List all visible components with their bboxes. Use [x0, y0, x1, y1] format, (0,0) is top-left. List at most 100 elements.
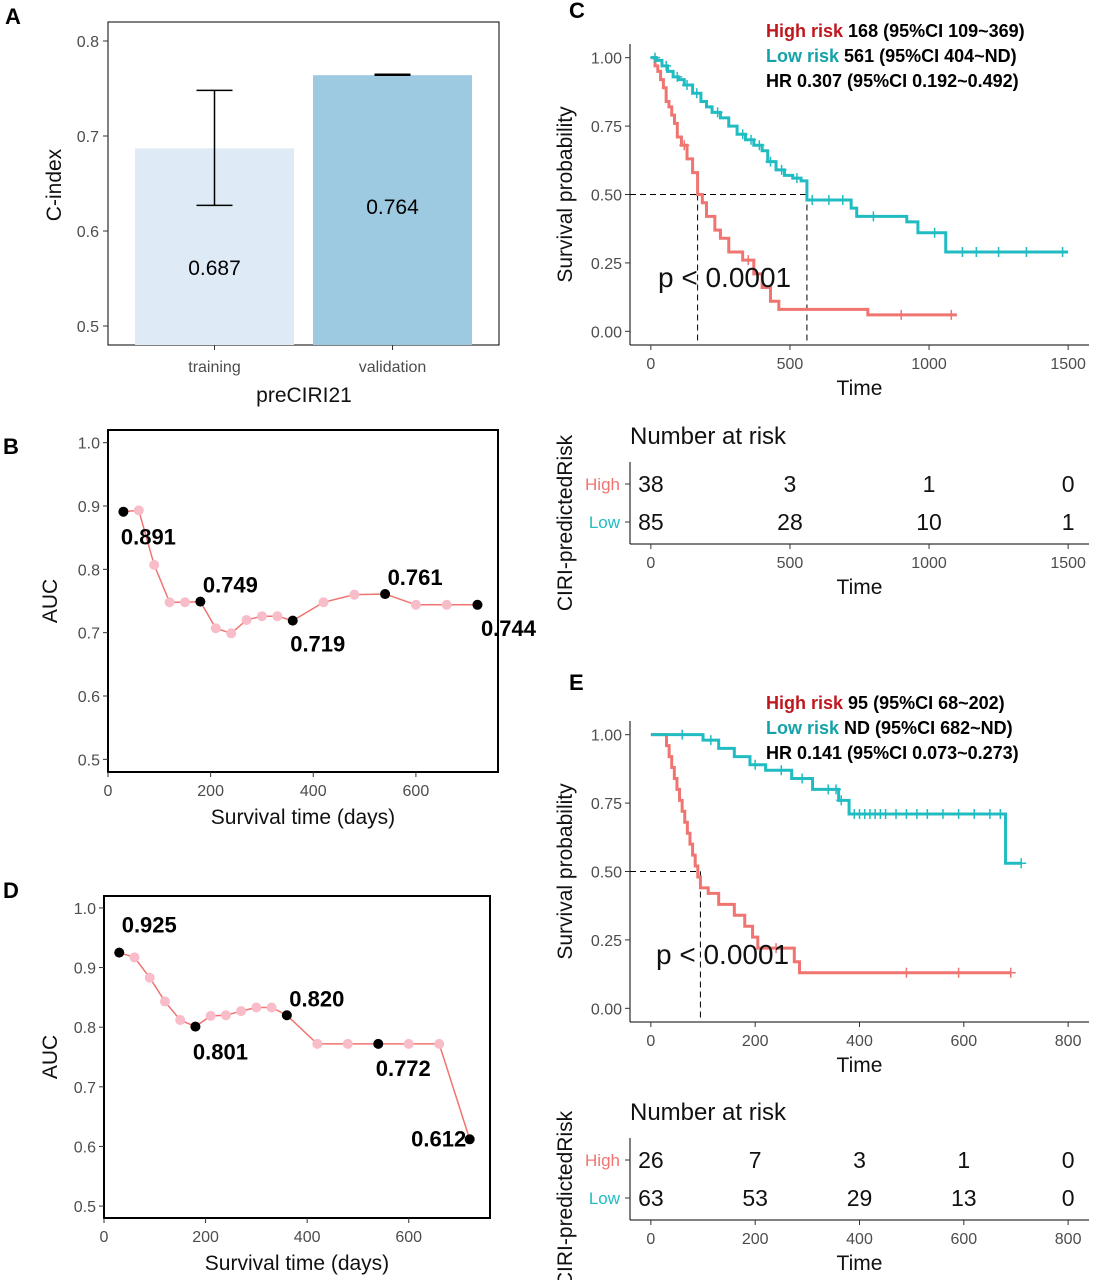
x-tick-label: 600	[950, 1033, 977, 1050]
risk-count: 3	[853, 1147, 866, 1173]
panel-c: C0.000.250.500.751.000 500 1000 1500TimeSur…	[554, 0, 1089, 611]
x-tick-label: 0	[646, 555, 655, 572]
risk-count: 3	[784, 471, 797, 497]
auc-data-label: 0.801	[193, 1040, 248, 1065]
auc-point	[159, 996, 170, 1007]
auc-data-label: 0.891	[121, 525, 176, 550]
censor-mark	[705, 735, 716, 746]
legend-stat: ND (95%CI 682~ND)	[844, 718, 1013, 738]
auc-key-point	[287, 615, 298, 626]
panel-label: A	[5, 4, 21, 29]
censor-mark	[746, 134, 757, 145]
censor-mark	[679, 140, 690, 151]
censor-mark	[754, 140, 765, 151]
x-tick-label: validation	[359, 359, 427, 376]
x-tick-label: 0	[646, 356, 655, 373]
risk-count: 26	[638, 1147, 664, 1173]
x-axis-title: Survival time (days)	[205, 1252, 389, 1275]
auc-data-label: 0.612	[411, 1126, 466, 1151]
censor-mark	[691, 88, 702, 99]
x-tick-label: 200	[197, 783, 224, 800]
y-tick-label: 1.00	[591, 728, 622, 745]
auc-data-label: 0.925	[122, 913, 177, 938]
risk-count: 10	[916, 509, 942, 535]
censor-mark	[969, 809, 980, 820]
x-tick-label: 600	[403, 783, 430, 800]
legend-stat: 0.141 (95%CI 0.073~0.273)	[797, 743, 1019, 763]
x-tick-label: 600	[950, 1231, 977, 1248]
auc-point	[272, 611, 283, 622]
censor-mark	[797, 773, 808, 784]
auc-point	[434, 1038, 445, 1049]
panel-e: E 0.00 0.25 0.50 0.75 1.00 0 200 400 600 800 Time Su…	[554, 670, 1089, 1280]
x-tick-label: 400	[846, 1231, 873, 1248]
y-tick-label: 1.00	[591, 51, 622, 68]
auc-key-point	[114, 947, 125, 958]
censor-mark	[837, 194, 848, 205]
legend-group: Low risk	[766, 46, 840, 66]
x-tick-label: 0	[104, 783, 113, 800]
panel-b: B 0.5 0.6 0.7 0.8 0.9 1.0 0 200 400 600 Survival ti…	[3, 429, 537, 829]
censor-mark	[1021, 246, 1032, 257]
censor-mark	[995, 809, 1006, 820]
x-tick-label: 800	[1055, 1231, 1082, 1248]
censor-mark	[993, 246, 1004, 257]
x-tick-label: 1500	[1050, 356, 1086, 373]
y-tick-label: 1.0	[78, 436, 100, 453]
risk-count: 1	[923, 471, 936, 497]
risk-count: 38	[638, 471, 664, 497]
x-tick-label: 400	[300, 783, 327, 800]
x-tick-label: 600	[395, 1229, 422, 1246]
y-axis-title: Survival probability	[554, 106, 577, 283]
y-tick-label: 0.8	[78, 562, 100, 579]
y-tick-label: 0.5	[77, 319, 99, 336]
risk-count: 53	[742, 1185, 768, 1211]
y-tick-label: 0.50	[591, 188, 622, 205]
legend-stat: 95 (95%CI 68~202)	[848, 693, 1005, 713]
auc-key-point	[195, 596, 206, 607]
censor-mark	[1016, 858, 1027, 869]
risk-count: 0	[1062, 471, 1075, 497]
legend-group: Low risk	[766, 718, 840, 738]
km-curve-high	[650, 56, 957, 317]
auc-line	[119, 951, 471, 1140]
auc-point	[205, 1010, 216, 1021]
y-tick-label: 0.9	[74, 961, 96, 978]
auc-point	[410, 599, 421, 610]
panel-d: D 0.5 0.6 0.7 0.8 0.9 1.0 0 200 400 600 Survival ti…	[3, 878, 491, 1275]
y-axis-title: C-index	[43, 148, 66, 221]
y-tick-label: 0.8	[74, 1020, 96, 1037]
risk-count: 1	[1062, 509, 1075, 535]
risk-table-title: Number at risk	[630, 1099, 787, 1126]
y-tick-label: 0.9	[78, 499, 100, 516]
plot-frame	[107, 21, 500, 346]
auc-point	[164, 597, 175, 608]
x-tick-label: 0	[646, 1033, 655, 1050]
auc-point	[226, 628, 237, 639]
risk-table-title: Number at risk	[630, 423, 787, 450]
risk-count: 0	[1062, 1147, 1075, 1173]
auc-key-point	[118, 506, 129, 517]
x-tick-label: training	[188, 359, 240, 376]
auc-point	[220, 1010, 231, 1021]
y-axis-title: CIRI-predictedRisk	[554, 1110, 577, 1280]
y-tick-label: 0.6	[74, 1139, 96, 1156]
auc-point	[266, 1002, 277, 1013]
censor-mark	[765, 156, 776, 167]
y-tick-label: 0.25	[591, 256, 622, 273]
censor-mark	[831, 784, 842, 795]
auc-point	[144, 972, 155, 983]
x-axis-title: preCIRI21	[256, 384, 352, 407]
auc-point	[342, 1038, 353, 1049]
x-axis-title: Time	[837, 576, 883, 599]
risk-count: 85	[638, 509, 664, 535]
y-tick-label: 0.6	[78, 689, 100, 706]
legend-stat: 0.307 (95%CI 0.192~0.492)	[797, 71, 1019, 91]
censor-mark	[677, 729, 688, 740]
censor-mark	[776, 164, 787, 175]
auc-data-label: 0.719	[290, 632, 345, 657]
auc-line	[123, 509, 478, 635]
plot-frame	[103, 895, 491, 1219]
x-tick-label: 800	[1055, 1033, 1082, 1050]
x-tick-label: 400	[294, 1229, 321, 1246]
